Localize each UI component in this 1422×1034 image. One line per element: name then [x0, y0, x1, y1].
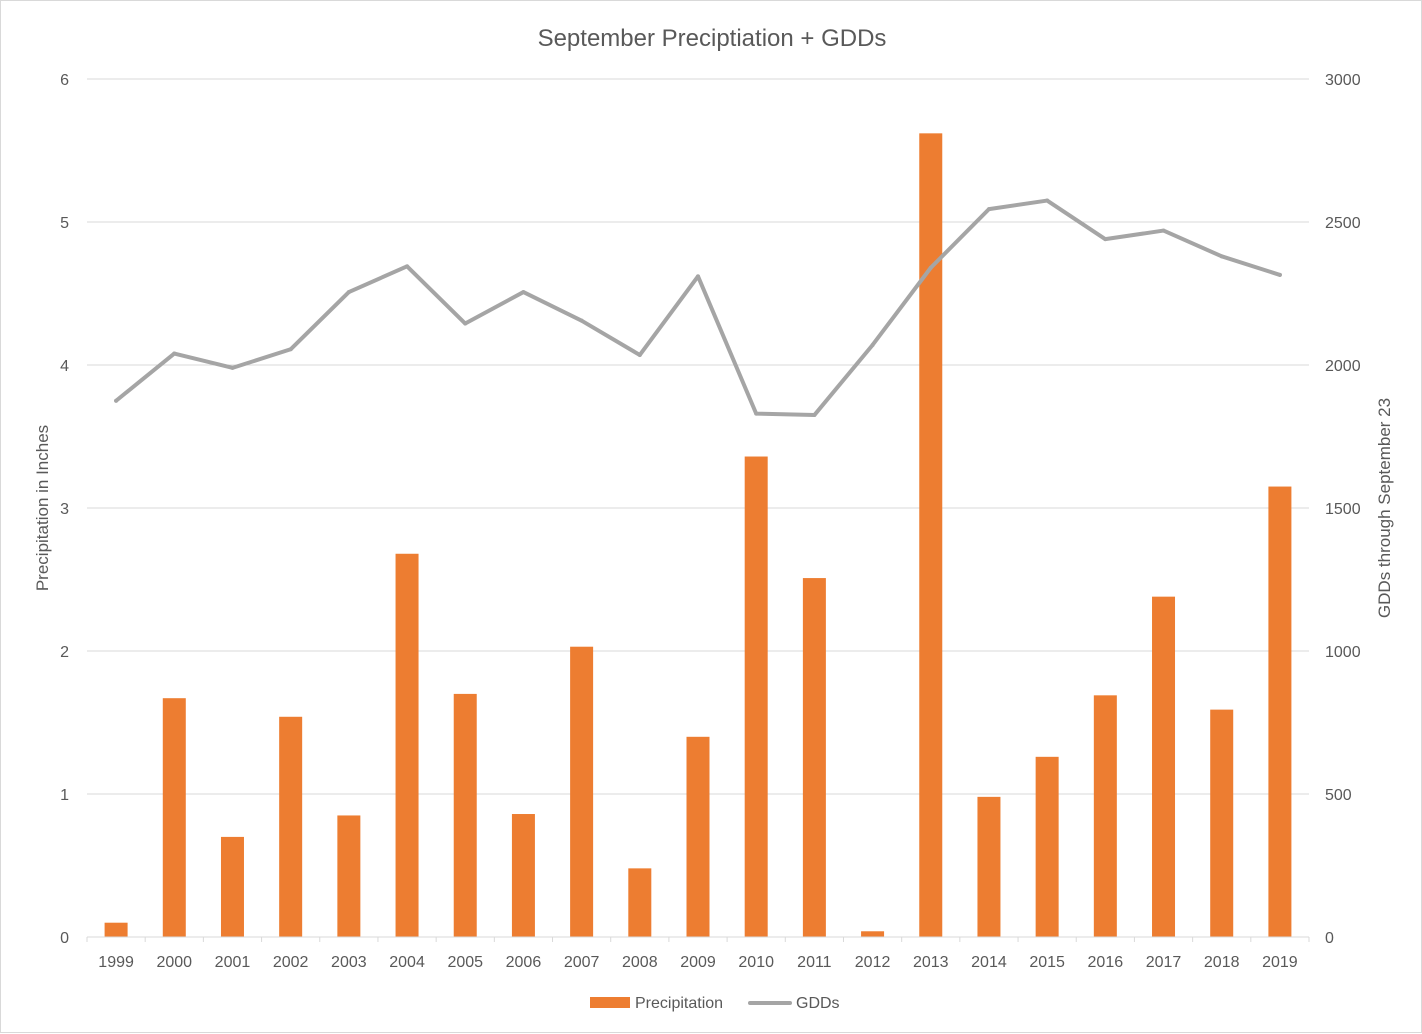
precipitation-bar [1035, 756, 1059, 937]
gdd-point [696, 274, 700, 279]
gdd-point [1277, 272, 1282, 277]
right-tick-label: 1000 [1325, 644, 1361, 661]
gdd-point [1103, 237, 1108, 242]
x-tick-label: 2018 [1204, 954, 1240, 971]
precipitation-bar [453, 693, 477, 937]
precipitation-bar [279, 716, 303, 937]
gdd-point [928, 265, 933, 270]
gdd-point [405, 264, 410, 269]
precipitation-bar [919, 133, 943, 938]
x-tick-label: 1999 [98, 954, 134, 971]
gdd-point [346, 290, 351, 295]
x-tick-label: 2014 [971, 954, 1007, 971]
legend-label-gdds: GDDs [796, 995, 840, 1012]
x-tick-label: 2001 [215, 954, 251, 971]
left-tick-label: 4 [60, 358, 69, 375]
gdd-point [521, 290, 526, 295]
gdd-point [230, 365, 235, 370]
gdd-point [288, 347, 293, 352]
chart-title: September Preciptiation + GDDs [538, 25, 887, 52]
right-tick-label: 0 [1325, 930, 1334, 947]
precipitation-bar [628, 868, 652, 937]
gdd-point [1045, 198, 1050, 203]
precipitation-bar [686, 736, 710, 937]
x-tick-label: 2009 [680, 954, 716, 971]
x-tick-label: 2008 [622, 954, 658, 971]
precipitation-bar [162, 698, 186, 937]
precipitation-bar [570, 646, 594, 937]
gdd-point [637, 352, 642, 357]
x-tick-label: 2019 [1262, 954, 1298, 971]
gdd-line [114, 198, 1282, 418]
gdd-point [870, 342, 875, 347]
precipitation-bar [744, 456, 768, 937]
precipitation-bar [1093, 695, 1117, 937]
x-tick-label: 2005 [447, 954, 483, 971]
left-tick-label: 0 [60, 930, 69, 947]
x-tick-label: 2015 [1029, 954, 1065, 971]
right-tick-label: 2500 [1325, 215, 1361, 232]
x-tick-label: 2004 [389, 954, 425, 971]
gdd-point [754, 411, 759, 416]
gdd-point [986, 207, 991, 212]
gdd-point [579, 318, 584, 323]
right-tick-label: 3000 [1325, 72, 1361, 89]
x-axis: 1999 2000 2001 2002 2003 2004 2005 2006 2007 2008… [86, 936, 1310, 971]
precipitation-bar [861, 931, 885, 937]
x-tick-label: 2006 [506, 954, 542, 971]
right-tick-label: 2000 [1325, 358, 1361, 375]
x-tick-label: 2007 [564, 954, 600, 971]
gdd-point [812, 413, 817, 418]
gdd-point [1161, 228, 1166, 233]
x-tick-label: 2013 [913, 954, 949, 971]
precipitation-bar [1152, 596, 1176, 937]
x-tick-label: 2012 [855, 954, 891, 971]
legend-swatch-precipitation [590, 997, 630, 1008]
left-axis-title: Precipitation in Inches [33, 425, 52, 591]
legend: Precipitation GDDs [590, 995, 840, 1012]
right-tick-label: 1500 [1325, 501, 1361, 518]
x-tick-label: 2011 [797, 954, 832, 971]
precipitation-bar [802, 578, 826, 937]
gdd-point [114, 398, 119, 403]
x-tick-label: 2016 [1088, 954, 1124, 971]
precipitation-bar [977, 796, 1001, 937]
left-tick-label: 2 [60, 644, 69, 661]
left-tick-label: 5 [60, 215, 69, 232]
precipitation-bars [104, 133, 1292, 938]
precipitation-bar [1268, 486, 1292, 937]
precipitation-bar [511, 814, 535, 937]
precipitation-bar [1210, 709, 1234, 937]
gridlines [87, 78, 1309, 795]
gdd-point [1219, 254, 1224, 259]
gdd-point [172, 351, 177, 356]
right-tick-label: 500 [1325, 787, 1352, 804]
x-tick-label: 2010 [738, 954, 774, 971]
left-tick-label: 3 [60, 501, 69, 518]
left-axis-ticks: 0 1 2 3 4 5 6 [60, 72, 69, 947]
precipitation-bar [104, 922, 128, 937]
legend-label-precipitation: Precipitation [635, 995, 723, 1012]
precipitation-bar [220, 836, 244, 937]
gdd-line-layer [114, 198, 1282, 418]
gdd-point [463, 321, 468, 326]
right-axis-title: GDDs through September 23 [1375, 398, 1394, 618]
x-tick-label: 2000 [156, 954, 192, 971]
precipitation-bar [395, 553, 419, 937]
x-tick-label: 2003 [331, 954, 367, 971]
left-tick-label: 6 [60, 72, 69, 89]
x-tick-label: 2017 [1146, 954, 1182, 971]
x-tick-label: 2002 [273, 954, 309, 971]
precipitation-bar [337, 815, 361, 937]
right-axis-ticks: 0 500 1000 1500 2000 2500 3000 [1325, 72, 1361, 947]
left-tick-label: 1 [60, 787, 69, 804]
